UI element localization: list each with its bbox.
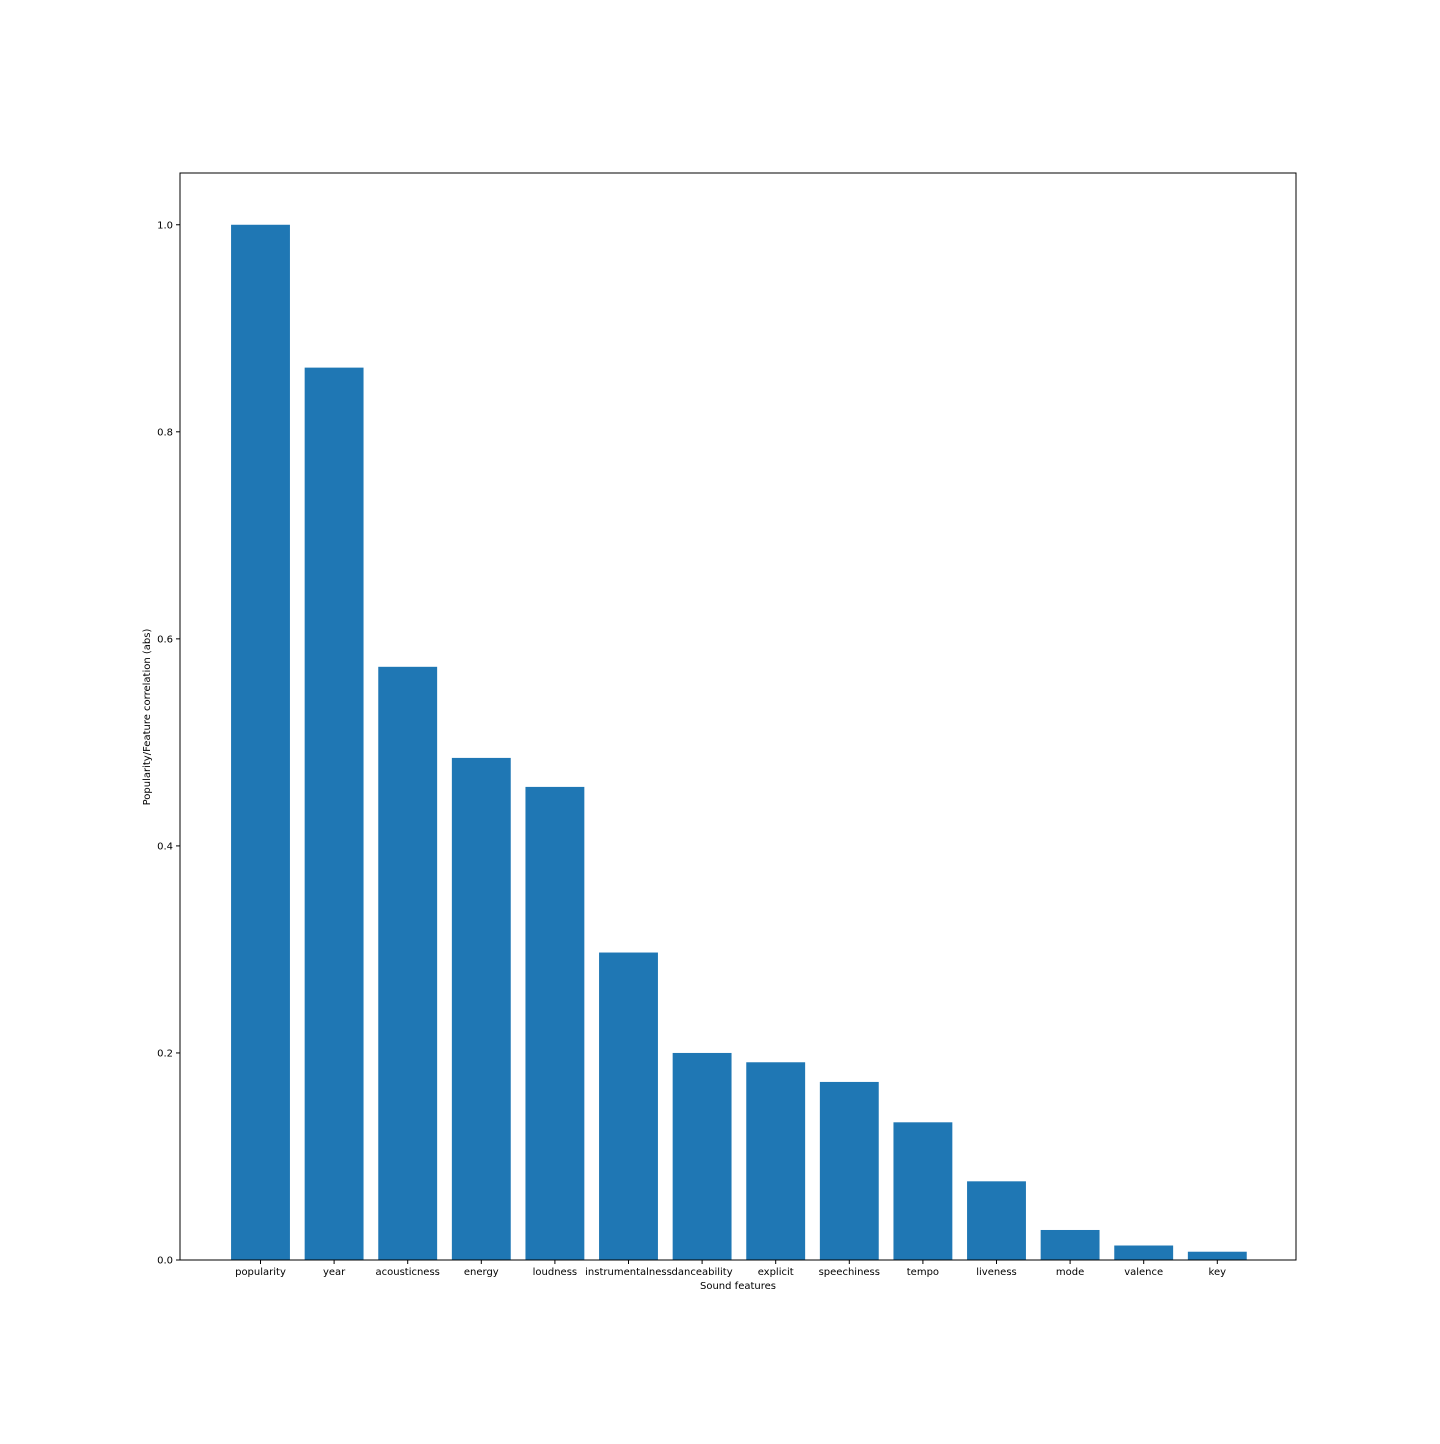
x-tick-label: acousticness [375, 1267, 439, 1278]
bar-instrumentalness [599, 952, 658, 1260]
bar-tempo [893, 1122, 953, 1260]
y-tick-label: 0.4 [157, 841, 173, 852]
x-tick-label: instrumentalness [585, 1267, 672, 1278]
bar-popularity [231, 224, 290, 1260]
x-tick-label: year [323, 1267, 346, 1278]
x-tick-label: energy [464, 1267, 499, 1278]
x-tick-label: tempo [907, 1267, 939, 1278]
x-axis-label: Sound features [700, 1281, 776, 1292]
x-tick-label: speechiness [819, 1267, 880, 1278]
x-axis: popularity year acousticness energy loudness… [235, 1260, 1226, 1278]
x-tick-label: liveness [976, 1267, 1017, 1278]
x-tick-label: danceability [672, 1267, 733, 1278]
bar-acousticness [378, 666, 438, 1260]
bars-layer [231, 224, 1247, 1260]
bar-key [1187, 1251, 1247, 1260]
y-tick-label: 0.2 [157, 1048, 173, 1059]
bar-loudness [525, 786, 585, 1260]
bar-danceability [672, 1052, 732, 1260]
x-tick-label: valence [1124, 1267, 1163, 1278]
bar-mode [1040, 1229, 1100, 1260]
y-axis-label: Popularity/Feature correlation (abs) [142, 629, 153, 806]
bar-valence [1114, 1245, 1174, 1260]
bar-year [304, 367, 364, 1260]
y-tick-label: 0.8 [157, 427, 173, 438]
x-tick-label: popularity [235, 1267, 286, 1278]
bar-liveness [967, 1181, 1026, 1260]
y-tick-label: 1.0 [157, 220, 173, 231]
bar-energy [451, 757, 511, 1260]
bar-speechiness [819, 1081, 879, 1260]
y-axis: 0.0 0.2 0.4 0.6 0.8 1.0 [157, 220, 180, 1267]
x-tick-label: loudness [533, 1267, 578, 1278]
x-tick-label: key [1209, 1267, 1227, 1278]
y-tick-label: 0.0 [157, 1256, 173, 1267]
y-tick-label: 0.6 [157, 634, 173, 645]
bar-explicit [746, 1062, 806, 1260]
plot-frame [179, 172, 1297, 1261]
x-tick-label: mode [1056, 1267, 1084, 1278]
x-tick-label: explicit [758, 1267, 794, 1278]
